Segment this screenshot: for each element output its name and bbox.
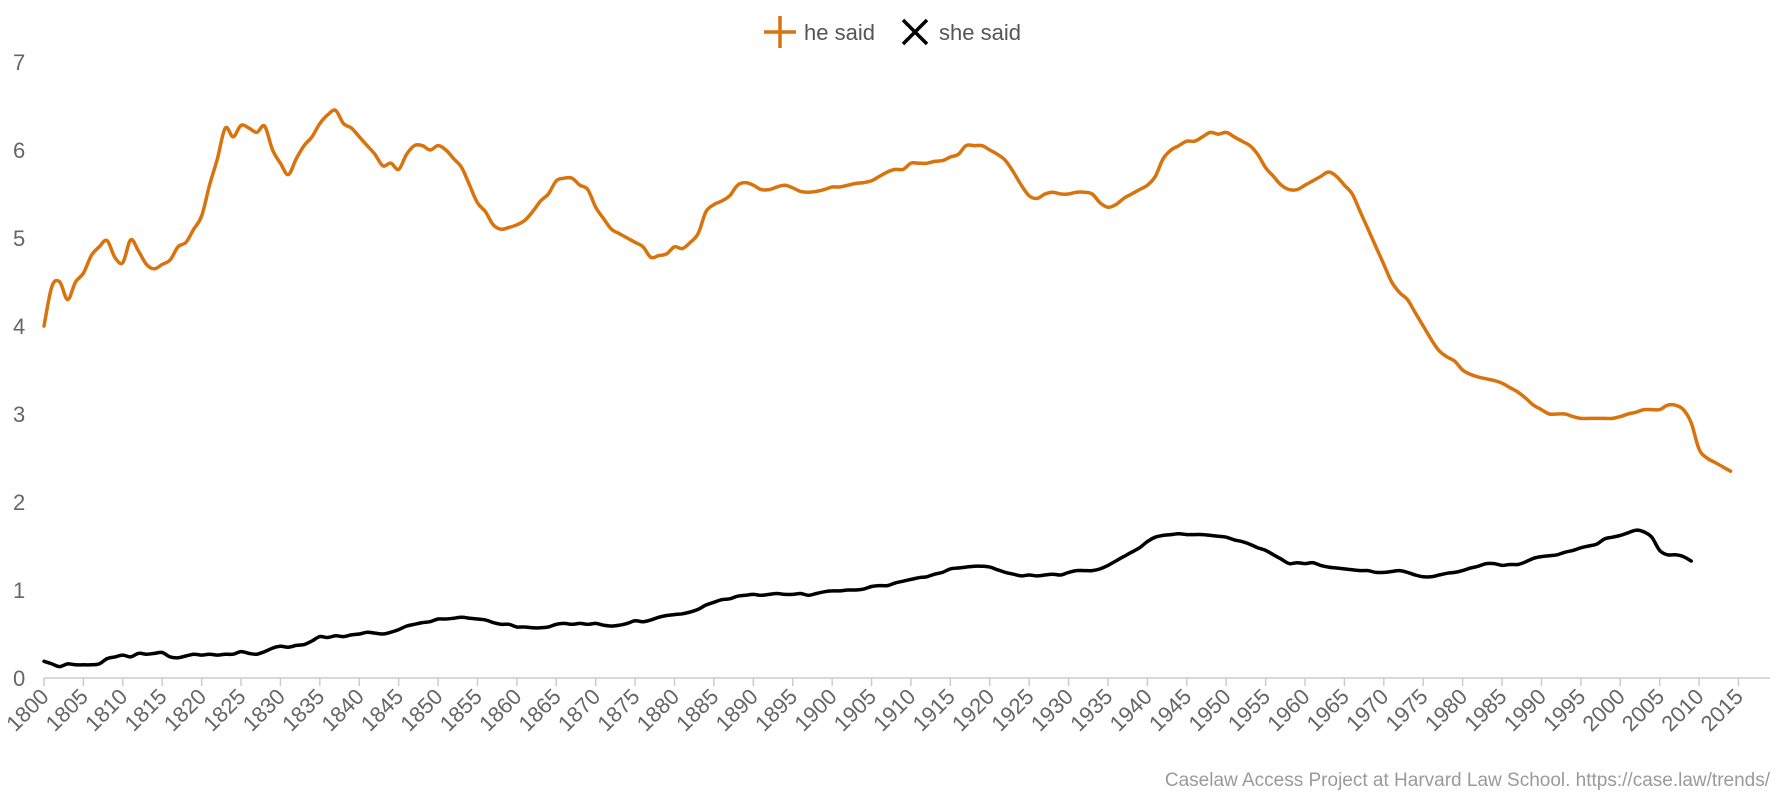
x-tick-label: 1875 [592, 684, 644, 736]
x-tick-label: 1900 [789, 684, 841, 736]
x-tick-label: 1850 [395, 684, 447, 736]
y-tick-label: 0 [13, 666, 25, 691]
x-tick-label: 1905 [829, 684, 881, 736]
y-axis: 0 1 2 3 4 5 6 7 [13, 50, 25, 691]
x-tick-label: 1855 [435, 684, 487, 736]
x-tick-label: 1880 [632, 684, 684, 736]
x-tick-label: 1925 [986, 684, 1038, 736]
x-tick-label: 1980 [1420, 684, 1472, 736]
x-tick-label: 1895 [750, 684, 802, 736]
x-tick-label: 1845 [356, 684, 408, 736]
x-tick-label: 1945 [1144, 684, 1196, 736]
legend-item-he-said[interactable]: he said [764, 16, 875, 48]
x-tick-label: 2000 [1577, 684, 1629, 736]
x-tick-label: 2005 [1617, 684, 1669, 736]
x-tick-label: 1910 [868, 684, 920, 736]
legend-label: she said [939, 20, 1021, 45]
x-tick-label: 1820 [159, 684, 211, 736]
plus-marker-icon [764, 16, 796, 48]
x-tick-label: 1915 [908, 684, 960, 736]
x-tick-label: 1975 [1380, 684, 1432, 736]
y-tick-label: 7 [13, 50, 25, 75]
legend[interactable]: he said she said [764, 16, 1021, 48]
series-layer [42, 108, 1733, 669]
x-tick-label: 1940 [1105, 684, 1157, 736]
x-tick-label: 2015 [1696, 684, 1748, 736]
legend-label: he said [804, 20, 875, 45]
x-tick-label: 2010 [1656, 684, 1708, 736]
series-line-he-said [42, 108, 1733, 473]
x-tick-label: 1890 [711, 684, 763, 736]
x-tick-label: 1870 [553, 684, 605, 736]
x-tick-label: 1935 [1065, 684, 1117, 736]
y-tick-label: 2 [13, 490, 25, 515]
x-tick-label: 1810 [80, 684, 132, 736]
x-tick-label: 1860 [474, 684, 526, 736]
y-tick-label: 6 [13, 138, 25, 163]
source-credit: Caselaw Access Project at Harvard Law Sc… [1164, 770, 1770, 791]
x-axis: 1800180518101815182018251830183518401845… [1, 677, 1770, 736]
x-tick-label: 1830 [238, 684, 290, 736]
series-line-she-said [42, 528, 1693, 669]
x-tick-label: 1950 [1183, 684, 1235, 736]
x-tick-label: 1885 [671, 684, 723, 736]
x-tick-label: 1805 [41, 684, 93, 736]
x-tick-label: 1815 [119, 684, 171, 736]
x-tick-label: 1800 [1, 684, 53, 736]
x-tick-label: 1965 [1302, 684, 1354, 736]
y-tick-label: 3 [13, 402, 25, 427]
x-tick-label: 1825 [198, 684, 250, 736]
x-tick-label: 1995 [1538, 684, 1590, 736]
x-marker-icon [901, 18, 929, 46]
y-tick-label: 4 [13, 314, 25, 339]
x-tick-label: 1985 [1459, 684, 1511, 736]
x-tick-label: 1955 [1223, 684, 1275, 736]
x-tick-label: 1960 [1262, 684, 1314, 736]
x-tick-label: 1970 [1341, 684, 1393, 736]
x-tick-label: 1990 [1499, 684, 1551, 736]
x-tick-label: 1865 [514, 684, 566, 736]
y-tick-label: 1 [13, 578, 25, 603]
x-tick-label: 1920 [947, 684, 999, 736]
x-tick-label: 1835 [277, 684, 329, 736]
y-tick-label: 5 [13, 226, 25, 251]
x-tick-label: 1930 [1026, 684, 1078, 736]
x-tick-label: 1840 [316, 684, 368, 736]
legend-item-she-said[interactable]: she said [901, 18, 1021, 46]
